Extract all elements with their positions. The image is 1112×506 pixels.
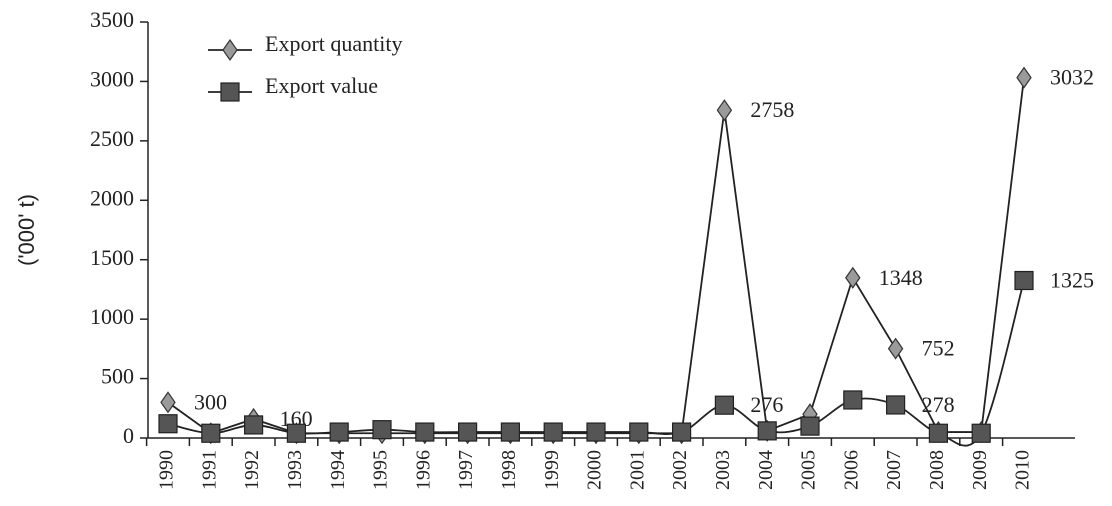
y-tick-label: 3500 — [90, 7, 134, 32]
x-tick-label: 1993 — [284, 450, 306, 490]
data-label: 1325 — [1050, 268, 1094, 293]
data-point — [757, 421, 777, 441]
data-point — [928, 423, 949, 443]
data-point — [458, 422, 478, 442]
data-point — [286, 423, 306, 443]
data-point — [716, 99, 733, 122]
data-point — [415, 422, 435, 442]
data-point — [329, 422, 349, 442]
data-label: 1348 — [879, 265, 923, 290]
data-label: 2758 — [750, 97, 794, 122]
y-tick-label: 2000 — [90, 185, 134, 210]
x-tick-label: 2004 — [755, 450, 777, 490]
data-point — [671, 422, 692, 442]
x-tick-label: 1990 — [156, 450, 178, 490]
data-point — [372, 420, 392, 440]
data-point — [971, 423, 991, 443]
x-tick-label: 1995 — [370, 450, 392, 490]
y-tick-label: 0 — [123, 423, 134, 448]
data-label: 752 — [922, 336, 955, 361]
x-tick-label: 2001 — [626, 450, 648, 490]
data-point — [586, 422, 606, 442]
x-tick-label: 2007 — [883, 450, 905, 490]
legend-marker — [222, 38, 238, 62]
data-point — [885, 395, 906, 415]
x-tick-label: 2010 — [1012, 450, 1034, 490]
series-line — [167, 77, 1025, 435]
data-point — [800, 416, 820, 436]
x-tick-label: 1999 — [541, 450, 563, 490]
data-label: 300 — [194, 389, 227, 414]
x-tick-label: 1996 — [412, 450, 434, 490]
legend-label: Export quantity — [265, 31, 402, 56]
data-point — [887, 337, 904, 360]
data-point — [629, 422, 649, 442]
data-label: 278 — [922, 392, 955, 417]
x-tick-label: 2005 — [798, 450, 820, 490]
x-tick-label: 1994 — [327, 450, 349, 490]
legend-label: Export value — [265, 73, 378, 98]
y-tick-label: 1000 — [90, 304, 134, 329]
x-tick-label: 1998 — [498, 450, 520, 490]
y-tick-label: 2500 — [90, 126, 134, 151]
x-tick-label: 2000 — [584, 450, 606, 490]
x-tick-label: 2003 — [712, 450, 734, 490]
x-tick-label: 2002 — [669, 450, 691, 490]
data-label: 3032 — [1050, 65, 1094, 90]
data-point — [201, 423, 221, 443]
data-point — [543, 422, 563, 442]
x-tick-label: 2009 — [969, 450, 991, 490]
data-point — [500, 422, 520, 442]
data-point — [1016, 66, 1032, 89]
y-axis-label: ('000' t) — [14, 194, 39, 266]
y-tick-label: 1500 — [90, 245, 134, 270]
data-label: 276 — [750, 392, 783, 417]
data-point — [714, 395, 735, 415]
data-point — [1014, 270, 1034, 291]
x-tick-label: 1991 — [198, 450, 220, 490]
x-tick-label: 2006 — [840, 450, 862, 490]
data-point — [244, 415, 264, 435]
legend-marker — [220, 82, 240, 102]
x-tick-label: 1992 — [241, 450, 263, 490]
data-point — [843, 390, 863, 410]
data-point — [158, 414, 178, 434]
data-point — [160, 391, 176, 414]
y-tick-label: 3000 — [90, 66, 134, 91]
y-tick-label: 500 — [101, 364, 134, 389]
x-tick-label: 2008 — [926, 450, 948, 490]
data-point — [845, 266, 861, 289]
x-tick-label: 1997 — [455, 450, 477, 490]
